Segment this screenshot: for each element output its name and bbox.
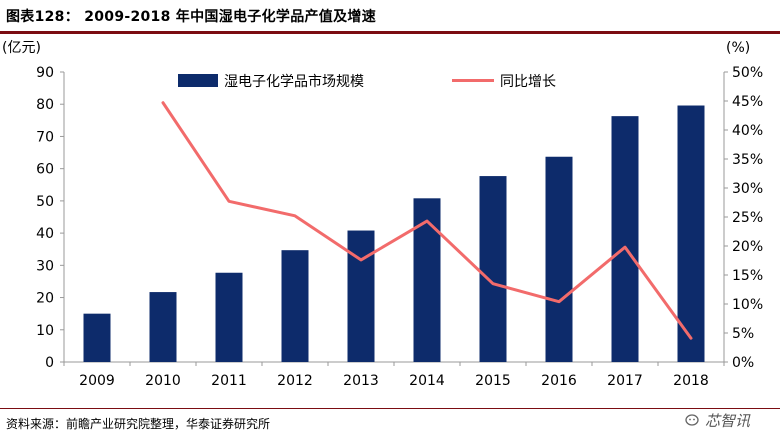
x-tick-label: 2018 [673, 373, 709, 389]
y-left-tick-label: 50 [36, 194, 54, 210]
legend-swatch-bar [178, 74, 218, 87]
y-left-tick-label: 90 [36, 65, 54, 81]
bar [281, 250, 309, 362]
y-left-tick-label: 0 [45, 355, 54, 371]
y-left-tick-label: 70 [36, 129, 54, 145]
y-right-tick-labels: 0% 5% 10% 15% 20% 25% 30% 35% 40% 45% 50% [732, 65, 763, 371]
bar [215, 272, 243, 362]
bar [545, 156, 573, 362]
bar [83, 313, 111, 362]
bar [611, 116, 639, 363]
y-axis-right-label: (%) [726, 40, 750, 56]
line-point [360, 259, 362, 261]
x-tick-label: 2014 [409, 373, 445, 389]
figure-title: 图表128： 2009-2018 年中国湿电子化学品产值及增速 [6, 9, 377, 25]
x-tick-label: 2009 [79, 373, 115, 389]
x-tick-label: 2012 [277, 373, 313, 389]
y-axis-left-label: (亿元) [2, 40, 41, 56]
footer-divider [0, 408, 780, 409]
bar [479, 176, 507, 362]
figure-header: 图表128： 2009-2018 年中国湿电子化学品产值及增速 [0, 0, 780, 36]
line-point [162, 102, 164, 104]
watermark: 芯智讯 [685, 410, 750, 431]
y-right-tick-label: 0% [732, 355, 754, 371]
y-left-tick-labels: 0 10 20 30 40 50 60 70 80 90 [36, 65, 54, 371]
y-right-tick-label: 45% [732, 94, 763, 110]
y-right-tick-label: 30% [732, 181, 763, 197]
line-point [624, 246, 626, 248]
y-left-tick-label: 10 [36, 323, 54, 339]
x-tick-label: 2015 [475, 373, 511, 389]
y-left-tick-label: 80 [36, 97, 54, 113]
watermark-text: 芯智讯 [704, 412, 750, 430]
x-tick-labels: 2009 2010 2011 2012 2013 2014 2015 2016 2017 2018 [79, 373, 709, 389]
title-divider [0, 31, 780, 34]
line-series [161, 101, 693, 340]
line-point [294, 215, 296, 217]
x-tick-label: 2016 [541, 373, 577, 389]
bar [149, 292, 177, 362]
line-point [492, 283, 494, 285]
y-right-tick-label: 20% [732, 239, 763, 255]
line-point [228, 200, 230, 202]
x-tick-label: 2017 [607, 373, 643, 389]
y-right-tick-label: 10% [732, 297, 763, 313]
y-right-tick-label: 40% [732, 123, 763, 139]
y-left-tick-label: 20 [36, 291, 54, 307]
y-left-tick-label: 40 [36, 226, 54, 242]
y-right-tick-label: 15% [732, 268, 763, 284]
y-right-tick-label: 25% [732, 210, 763, 226]
source-note: 资料来源：前瞻产业研究院整理，华泰证券研究所 [6, 417, 271, 431]
x-tick-label: 2011 [211, 373, 247, 389]
y-left-tick-label: 30 [36, 258, 54, 274]
line-point [558, 301, 560, 303]
y-right-tick-label: 35% [732, 152, 763, 168]
chart: (亿元) (%) 2009 2010 2011 2012 2013 2014 2015 201… [2, 40, 763, 389]
x-tick-label: 2013 [343, 373, 379, 389]
bar [347, 230, 375, 362]
legend-label-line: 同比增长 [500, 74, 556, 90]
y-left-tick-label: 60 [36, 162, 54, 178]
legend-label-bar: 湿电子化学品市场规模 [224, 73, 364, 90]
line-point [426, 220, 428, 222]
x-tick-label: 2010 [145, 373, 181, 389]
y-right-tick-label: 50% [732, 65, 763, 81]
y-right-tick-label: 5% [732, 326, 754, 342]
line-point [690, 337, 692, 339]
wechat-icon [685, 413, 699, 426]
bar-series [83, 105, 705, 363]
bar [677, 105, 705, 362]
legend: 湿电子化学品市场规模 同比增长 [178, 73, 556, 90]
